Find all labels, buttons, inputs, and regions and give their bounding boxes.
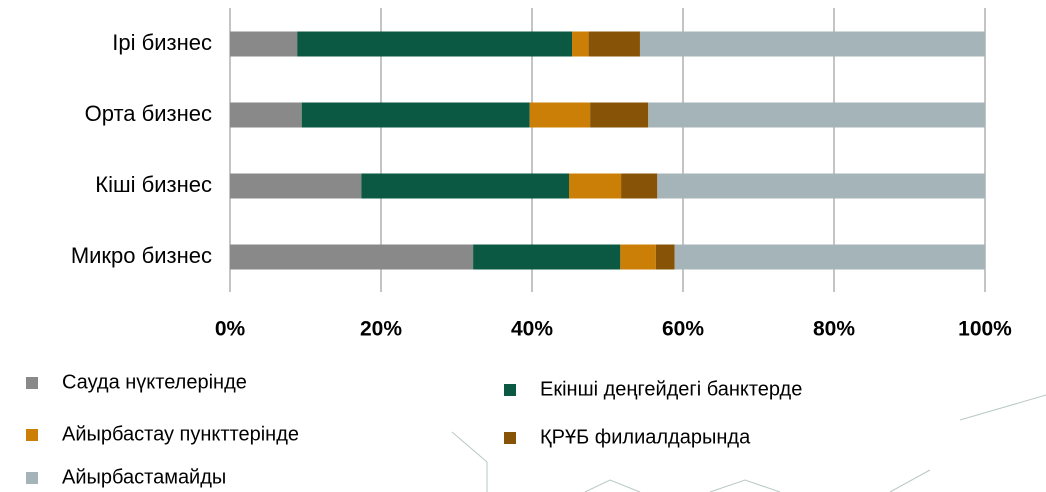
bar-segment bbox=[590, 102, 649, 128]
decoration bbox=[451, 394, 1046, 492]
bar-segment bbox=[572, 31, 589, 57]
x-tick-label: 20% bbox=[360, 318, 402, 341]
x-tick-label: 60% bbox=[662, 318, 704, 341]
y-tick-label: Микро бизнес bbox=[71, 243, 212, 268]
y-tick-label: Ірі бизнес bbox=[112, 30, 212, 55]
bar-segment bbox=[674, 244, 985, 270]
legend-swatch bbox=[26, 472, 38, 484]
bar-segment bbox=[655, 244, 675, 270]
bar-segment bbox=[588, 31, 640, 57]
bar-segment bbox=[473, 244, 621, 270]
legend-label: Айырбастамайды bbox=[62, 466, 226, 488]
bar-segment bbox=[620, 244, 656, 270]
bar-segment bbox=[621, 173, 658, 199]
deco-line bbox=[889, 469, 931, 492]
bar-segment bbox=[301, 102, 530, 128]
legend-label: ҚРҰБ филиалдарында bbox=[540, 426, 751, 448]
bar-segment bbox=[657, 173, 985, 199]
bar-segment bbox=[639, 31, 985, 57]
legend-label: Сауда нүктелерінде bbox=[62, 371, 247, 393]
bar-segment bbox=[230, 244, 474, 270]
bar-segment bbox=[230, 102, 302, 128]
deco-line bbox=[584, 479, 641, 492]
bar-segment bbox=[529, 102, 591, 128]
legend-swatch bbox=[26, 429, 38, 441]
deco-line bbox=[709, 479, 781, 492]
x-tick-label: 80% bbox=[813, 318, 855, 341]
bar-segment bbox=[230, 31, 298, 57]
legend-label: Айырбастау пункттерінде bbox=[62, 423, 299, 445]
bar-segment bbox=[297, 31, 573, 57]
deco-line bbox=[959, 394, 1046, 421]
legend-swatch bbox=[504, 384, 516, 396]
deco-line bbox=[451, 431, 488, 492]
y-tick-label: Кіші бизнес bbox=[95, 172, 212, 197]
legend-swatch bbox=[504, 432, 516, 444]
bar-segment bbox=[230, 173, 362, 199]
legend-swatch bbox=[26, 377, 38, 389]
x-tick-label: 100% bbox=[958, 318, 1012, 341]
bar-segment bbox=[361, 173, 569, 199]
bar-segment bbox=[568, 173, 622, 199]
x-tick-label: 0% bbox=[215, 318, 246, 341]
legend-label: Екінші деңгейдегі банктерде bbox=[540, 378, 802, 400]
bar-segment bbox=[648, 102, 985, 128]
x-tick-label: 40% bbox=[511, 318, 553, 341]
y-tick-label: Орта бизнес bbox=[85, 101, 212, 126]
